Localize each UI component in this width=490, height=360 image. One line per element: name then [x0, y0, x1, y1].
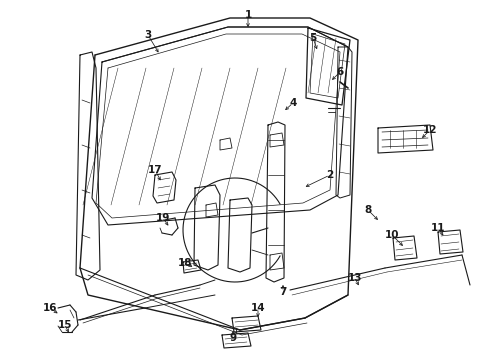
Text: 17: 17	[147, 165, 162, 175]
Text: 5: 5	[309, 33, 317, 43]
Text: 18: 18	[178, 258, 192, 268]
Text: 11: 11	[431, 223, 445, 233]
Text: 2: 2	[326, 170, 334, 180]
Text: 13: 13	[348, 273, 362, 283]
Text: 6: 6	[336, 67, 343, 77]
Text: 3: 3	[145, 30, 151, 40]
Text: 8: 8	[365, 205, 371, 215]
Text: 16: 16	[43, 303, 57, 313]
Text: 12: 12	[423, 125, 437, 135]
Text: 15: 15	[58, 320, 72, 330]
Text: 9: 9	[229, 333, 237, 343]
Text: 14: 14	[251, 303, 265, 313]
Text: 7: 7	[279, 287, 287, 297]
Text: 4: 4	[289, 98, 296, 108]
Text: 19: 19	[156, 213, 170, 223]
Text: 10: 10	[385, 230, 399, 240]
Text: 1: 1	[245, 10, 252, 20]
